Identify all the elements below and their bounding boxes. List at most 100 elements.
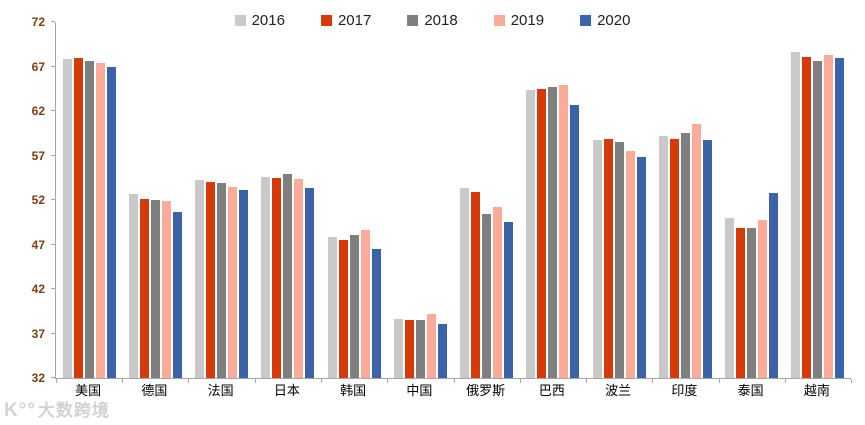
bar-2020-俄罗斯 [504,222,514,378]
bar-2020-韩国 [371,248,381,378]
x-tick-mark [453,379,455,383]
bar-2018-越南 [813,61,823,378]
x-label-印度: 印度 [671,383,698,398]
y-tick-mark [51,377,55,378]
bar-2016-德国 [128,193,138,378]
x-tick-mark [851,379,852,383]
legend-label: 2019 [510,12,545,29]
chart-legend: 2016 2017 2018 2019 2020 [234,12,630,29]
bar-group-中国 [387,22,453,378]
legend-item-2019: 2019 [493,12,545,29]
bar-2020-中国 [437,323,447,378]
bar-2019-泰国 [758,219,768,378]
legend-item-2016: 2016 [234,12,285,29]
legend-label: 2020 [597,12,631,29]
y-tick-mark [51,243,55,245]
legend-label: 2017 [337,12,372,29]
x-tick-mark [585,379,587,383]
bar-2018-中国 [415,320,425,378]
y-tick-label: 62 [31,104,45,118]
y-tick-label: 32 [31,371,45,385]
x-label-泰国: 泰国 [737,383,764,398]
bar-2016-俄罗斯 [460,188,470,378]
bar-group-俄罗斯 [454,22,520,378]
bar-2018-美国 [84,61,94,378]
bar-2019-俄罗斯 [493,207,503,378]
x-tick-mark [320,379,322,383]
bar-2020-越南 [835,57,845,378]
bar-2017-韩国 [338,240,348,378]
x-label-德国: 德国 [141,383,168,398]
bar-2016-波兰 [592,140,602,378]
bar-2017-巴西 [537,88,547,378]
bar-2016-越南 [791,52,801,378]
legend-swatch-icon [234,15,246,26]
bar-2016-日本 [261,176,271,378]
x-label-越南: 越南 [803,383,830,398]
x-tick-mark [718,379,720,383]
bar-2016-印度 [658,135,668,378]
y-tick-label: 57 [31,148,45,163]
plot-area [51,21,852,383]
bar-2020-波兰 [636,157,646,378]
bar-2020-美国 [106,66,116,378]
bar-2017-法国 [206,182,216,378]
bar-2017-越南 [802,56,812,378]
bar-2018-巴西 [548,86,558,378]
legend-item-2018: 2018 [407,12,458,29]
bar-group-印度 [652,22,718,378]
bar-2017-印度 [669,139,679,378]
x-tick-mark [188,379,190,383]
bar-2019-巴西 [559,85,569,378]
y-tick-label: 37 [31,326,45,341]
bar-2017-泰国 [736,227,746,378]
y-tick-label: 42 [31,282,45,296]
bar-2019-印度 [691,124,701,378]
bar-2020-印度 [702,140,712,378]
bar-2018-印度 [680,133,690,378]
bar-group-越南 [785,22,851,378]
bar-2018-日本 [283,174,293,378]
x-label-波兰: 波兰 [605,383,632,398]
legend-item-2020: 2020 [580,12,630,29]
y-tick-mark [51,154,55,156]
y-tick-label: 52 [31,193,45,207]
bar-2017-波兰 [603,139,613,378]
x-label-法国: 法国 [207,383,234,398]
bar-group-美国 [56,22,122,378]
legend-swatch-icon [493,15,505,26]
bar-group-德国 [122,22,188,378]
x-tick-mark [652,379,654,383]
bar-group-韩国 [321,22,387,378]
bar-2020-巴西 [570,104,580,378]
y-tick-mark [51,332,55,334]
x-tick-mark [387,379,389,383]
bar-2020-日本 [305,187,315,378]
bar-2019-韩国 [360,230,370,378]
bar-group-巴西 [520,22,586,378]
bar-2017-中国 [404,320,414,378]
x-tick-mark [519,379,521,383]
bar-group-法国 [189,22,255,378]
bar-2016-韩国 [327,236,337,378]
bar-2018-波兰 [614,142,624,378]
bar-2016-美国 [62,59,72,378]
bar-2017-俄罗斯 [471,192,481,378]
x-tick-mark [122,379,124,383]
x-tick-mark [784,379,786,383]
bar-2020-法国 [239,190,249,378]
bar-2019-美国 [95,62,105,378]
bar-group-日本 [255,22,321,378]
bar-2019-德国 [161,200,171,378]
bar-2020-德国 [172,211,182,378]
bar-groups [56,22,851,378]
legend-item-2017: 2017 [320,12,372,29]
x-axis-labels: 美国 德国 法国 日本 韩国 中国 俄罗斯 巴西 波兰 印度 泰国 越南 [55,382,850,400]
x-label-巴西: 巴西 [538,383,565,398]
bar-2018-德国 [150,200,160,378]
bar-2019-波兰 [625,151,635,378]
y-tick-mark [51,65,55,67]
watermark-logo-icon: K°° [4,400,36,421]
x-label-中国: 中国 [406,383,433,398]
